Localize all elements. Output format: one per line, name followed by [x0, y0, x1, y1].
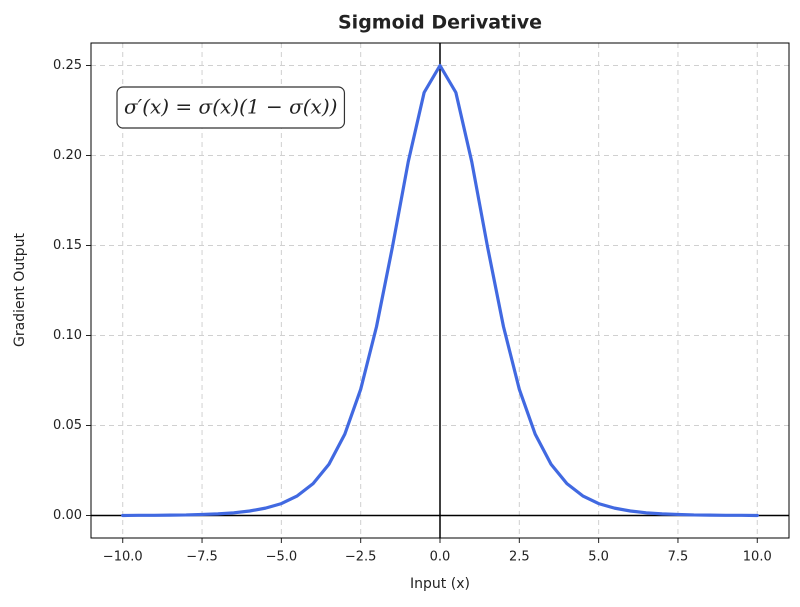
x-tick-label: −5.0: [266, 550, 298, 565]
x-tick-label: 10.0: [743, 550, 772, 565]
y-tick-label: 0.00: [53, 508, 82, 523]
y-tick-label: 0.25: [53, 58, 82, 73]
chart-title: Sigmoid Derivative: [338, 12, 542, 34]
x-tick-label: −10.0: [103, 550, 143, 565]
y-tick-label: 0.05: [53, 418, 82, 433]
annotation: σ′(x) = σ(x)(1 − σ(x)): [124, 95, 337, 119]
x-tick-label: 7.5: [668, 550, 689, 565]
x-tick-label: 0.0: [430, 550, 451, 565]
y-tick-label: 0.10: [53, 328, 82, 343]
y-tick-label: 0.20: [53, 148, 82, 163]
x-tick-label: 5.0: [588, 550, 609, 565]
annotation-box: [116, 86, 346, 129]
x-axis-label: Input (x): [410, 576, 470, 592]
x-tick-label: −2.5: [345, 550, 377, 565]
line: [121, 63, 759, 518]
plot-frame: [90, 42, 790, 539]
x-tick-label: 2.5: [509, 550, 530, 565]
y-tick-label: 0.15: [53, 238, 82, 253]
y-axis-label: Gradient Output: [12, 232, 28, 347]
x-tick-label: −7.5: [186, 550, 218, 565]
